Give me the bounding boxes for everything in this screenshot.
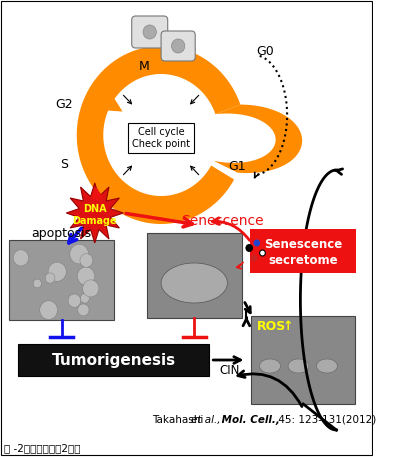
Circle shape bbox=[77, 267, 95, 285]
FancyBboxPatch shape bbox=[251, 316, 355, 404]
Text: S: S bbox=[60, 158, 69, 171]
Text: Senescence: Senescence bbox=[181, 214, 264, 228]
Circle shape bbox=[80, 293, 89, 303]
Circle shape bbox=[251, 255, 257, 261]
Text: Senescence: Senescence bbox=[264, 238, 342, 251]
Ellipse shape bbox=[161, 263, 227, 303]
Text: G0: G0 bbox=[256, 45, 273, 58]
Circle shape bbox=[45, 273, 55, 283]
Text: Mol. Cell.,: Mol. Cell., bbox=[218, 415, 280, 425]
Polygon shape bbox=[214, 105, 302, 173]
Text: M: M bbox=[139, 60, 149, 73]
Circle shape bbox=[245, 244, 253, 252]
Text: Cell cycle
Check point: Cell cycle Check point bbox=[132, 127, 190, 149]
Circle shape bbox=[80, 254, 93, 267]
Text: G1: G1 bbox=[228, 160, 246, 173]
Text: CIN: CIN bbox=[219, 364, 240, 377]
FancyBboxPatch shape bbox=[147, 233, 242, 318]
Text: apoptosis: apoptosis bbox=[32, 227, 92, 240]
FancyBboxPatch shape bbox=[161, 31, 195, 61]
Circle shape bbox=[260, 250, 265, 256]
Circle shape bbox=[48, 262, 66, 282]
Text: ROS: ROS bbox=[257, 320, 286, 333]
Polygon shape bbox=[77, 46, 240, 224]
Circle shape bbox=[143, 25, 156, 39]
Ellipse shape bbox=[288, 359, 309, 373]
Text: et al.,: et al., bbox=[191, 415, 221, 425]
Circle shape bbox=[13, 250, 29, 266]
FancyBboxPatch shape bbox=[250, 229, 356, 273]
Ellipse shape bbox=[316, 359, 337, 373]
Circle shape bbox=[70, 244, 89, 264]
Ellipse shape bbox=[260, 359, 281, 373]
Text: Damage: Damage bbox=[72, 216, 117, 226]
FancyBboxPatch shape bbox=[18, 344, 210, 376]
Text: secretome: secretome bbox=[268, 254, 338, 267]
Text: ↑: ↑ bbox=[282, 320, 293, 333]
Circle shape bbox=[171, 39, 185, 53]
Text: Tumorigenesis: Tumorigenesis bbox=[52, 352, 176, 367]
Circle shape bbox=[33, 279, 41, 288]
Text: 図 -2：細胞老化の2面性: 図 -2：細胞老化の2面性 bbox=[4, 443, 80, 453]
Circle shape bbox=[40, 301, 58, 319]
Polygon shape bbox=[166, 46, 185, 74]
Polygon shape bbox=[93, 85, 123, 112]
Text: G2: G2 bbox=[56, 98, 73, 111]
Circle shape bbox=[253, 239, 260, 246]
FancyBboxPatch shape bbox=[9, 240, 114, 320]
Text: Takahashi: Takahashi bbox=[152, 415, 206, 425]
Text: DNA: DNA bbox=[83, 204, 106, 214]
Circle shape bbox=[83, 280, 99, 297]
Text: 45: 123-131(2012): 45: 123-131(2012) bbox=[275, 415, 376, 425]
Polygon shape bbox=[66, 183, 123, 243]
FancyBboxPatch shape bbox=[132, 16, 168, 48]
Circle shape bbox=[78, 304, 89, 316]
Circle shape bbox=[68, 294, 81, 307]
